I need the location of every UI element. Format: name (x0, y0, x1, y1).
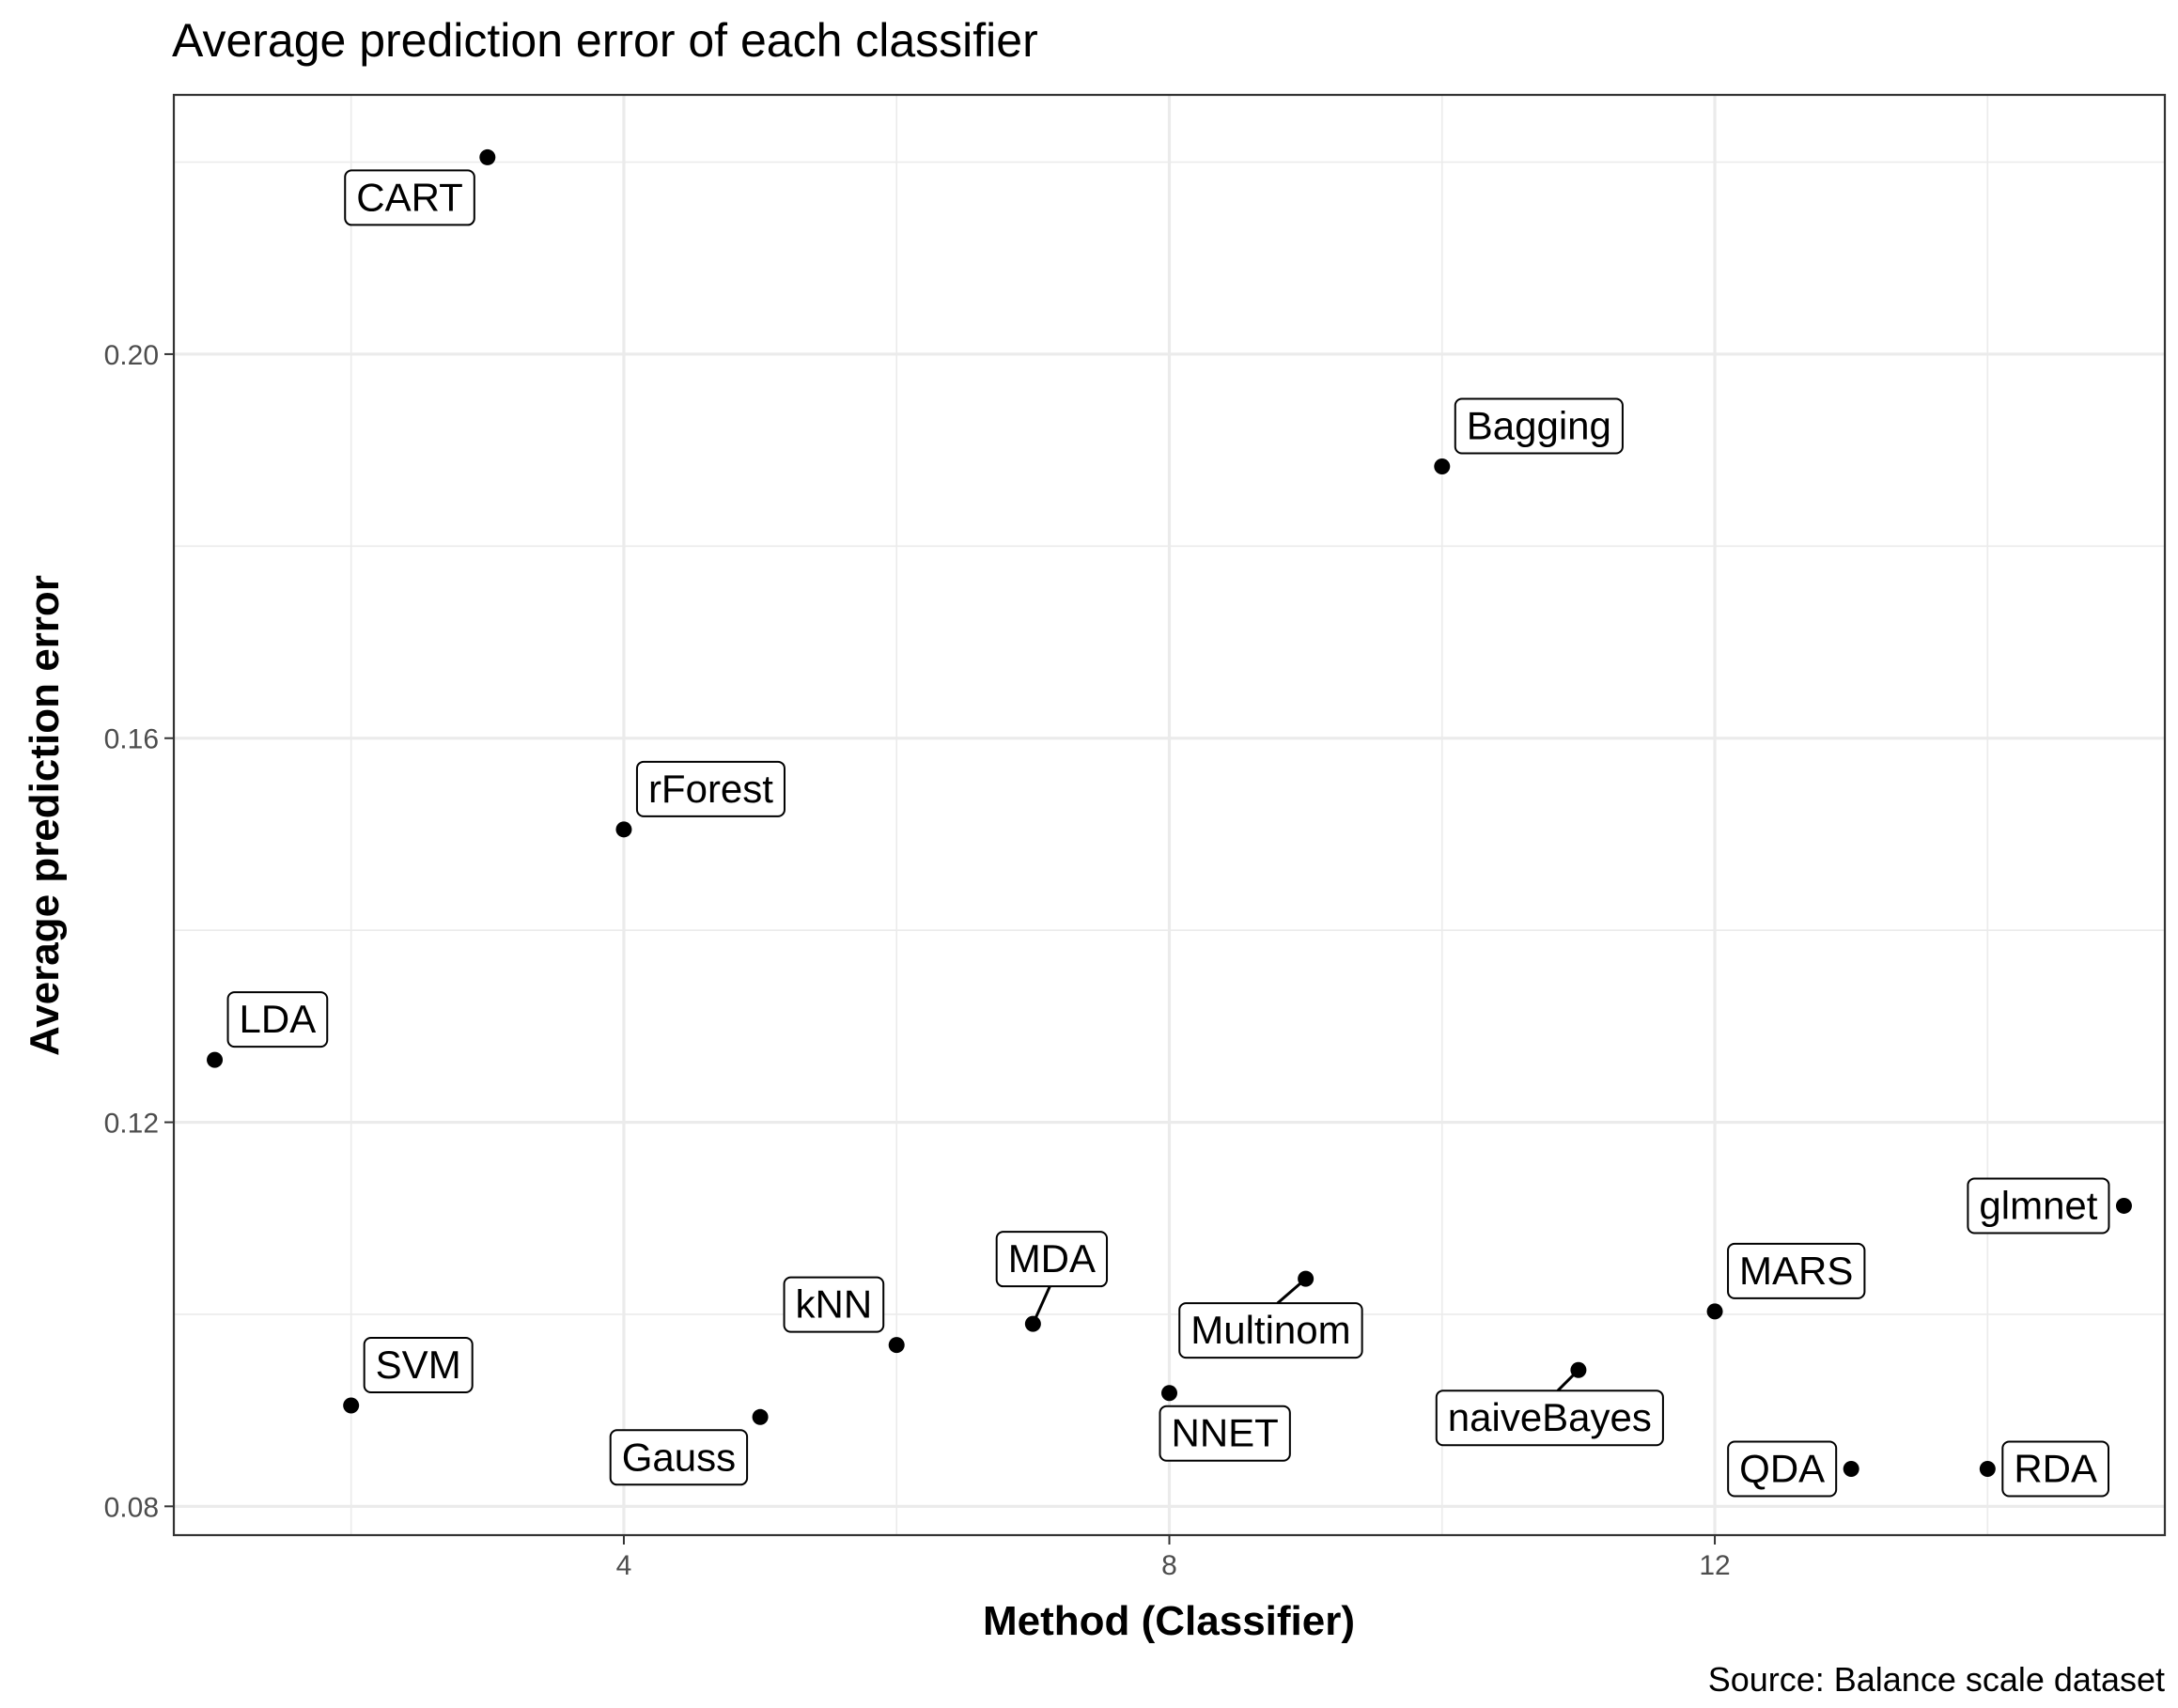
data-point (1298, 1270, 1315, 1287)
y-axis-title: Average prediction error (22, 575, 68, 1056)
point-label-text: NNET (1172, 1411, 1279, 1455)
point-label: NNET (1159, 1405, 1291, 1462)
data-points (207, 148, 2132, 1477)
point-label-text: kNN (796, 1282, 873, 1327)
point-label-text: QDA (1739, 1446, 1825, 1490)
data-point (479, 148, 496, 165)
data-point (1024, 1315, 1041, 1332)
point-label-box (783, 1276, 885, 1333)
y-tick-label: 0.20 (104, 340, 159, 371)
point-label-box (344, 169, 475, 226)
y-tick-label: 0.12 (104, 1109, 159, 1140)
point-label: CART (344, 169, 475, 226)
y-tick-label: 0.16 (104, 724, 159, 755)
point-label-text: naiveBayes (1448, 1395, 1652, 1439)
point-label-box (2001, 1440, 2110, 1498)
data-point (1843, 1460, 1859, 1477)
point-label: RDA (2001, 1440, 2110, 1498)
point-label-text: glmnet (1979, 1183, 2097, 1227)
x-tick-label: 12 (1699, 1550, 1730, 1581)
point-label-box (1178, 1302, 1363, 1359)
point-label-text: RDA (2014, 1446, 2097, 1490)
point-label: LDA (226, 991, 329, 1048)
point-label-text: MDA (1008, 1236, 1096, 1281)
point-label: MDA (995, 1231, 1109, 1288)
data-point (2115, 1197, 2132, 1214)
data-point (207, 1051, 224, 1068)
chart-title: Average prediction error of each classif… (172, 14, 1038, 67)
point-label: Multinom (1178, 1302, 1363, 1359)
data-point (1161, 1385, 1177, 1402)
data-point (1434, 458, 1451, 475)
point-label: naiveBayes (1435, 1390, 1664, 1447)
data-point (343, 1397, 360, 1414)
point-label-box (1727, 1440, 1838, 1498)
chart-caption: Source: Balance scale dataset (1708, 1660, 2165, 1699)
x-axis-title: Method (Classifier) (983, 1598, 1355, 1644)
point-label-box (363, 1337, 474, 1394)
point-label-text: SVM (376, 1343, 461, 1387)
point-label-text: LDA (240, 997, 317, 1041)
point-label-box (226, 991, 329, 1048)
point-label: Bagging (1454, 397, 1624, 455)
point-label-text: Bagging (1467, 404, 1611, 448)
point-label: QDA (1727, 1440, 1838, 1498)
point-label-box (1454, 397, 1624, 455)
point-label-text: MARS (1739, 1249, 1853, 1293)
point-label-box (995, 1231, 1109, 1288)
point-labels: LDA SVM CART rForest Gauss kNN MDA NNET Multinom… (226, 169, 2110, 1498)
data-point (1979, 1460, 1996, 1477)
x-tick-label: 4 (616, 1550, 632, 1581)
point-label: Gauss (609, 1429, 749, 1486)
point-label: kNN (783, 1276, 885, 1333)
point-label-text: rForest (648, 767, 773, 811)
data-point (752, 1408, 769, 1425)
y-tick-label: 0.08 (104, 1492, 159, 1523)
x-tick-label: 8 (1161, 1550, 1177, 1581)
point-label: MARS (1727, 1242, 1866, 1299)
point-label-text: CART (356, 175, 463, 219)
point-label-box (1435, 1390, 1664, 1447)
point-label-box (635, 760, 786, 817)
point-label: SVM (363, 1337, 474, 1394)
point-label-box (1727, 1242, 1866, 1299)
point-label-box (1159, 1405, 1291, 1462)
major-gridlines (174, 95, 2165, 1535)
data-point (1706, 1303, 1723, 1320)
x-axis: 4 8 12 (616, 1535, 1731, 1581)
data-point (615, 821, 632, 838)
point-label: glmnet (1967, 1177, 2110, 1234)
data-point (1570, 1361, 1587, 1378)
y-axis: 0.08 0.12 0.16 0.20 (104, 340, 174, 1523)
point-label-text: Multinom (1190, 1308, 1350, 1352)
point-label-text: Gauss (622, 1435, 736, 1479)
point-label-box (609, 1429, 749, 1486)
point-label-box (1967, 1177, 2110, 1234)
data-point (888, 1337, 905, 1354)
point-label: rForest (635, 760, 786, 817)
